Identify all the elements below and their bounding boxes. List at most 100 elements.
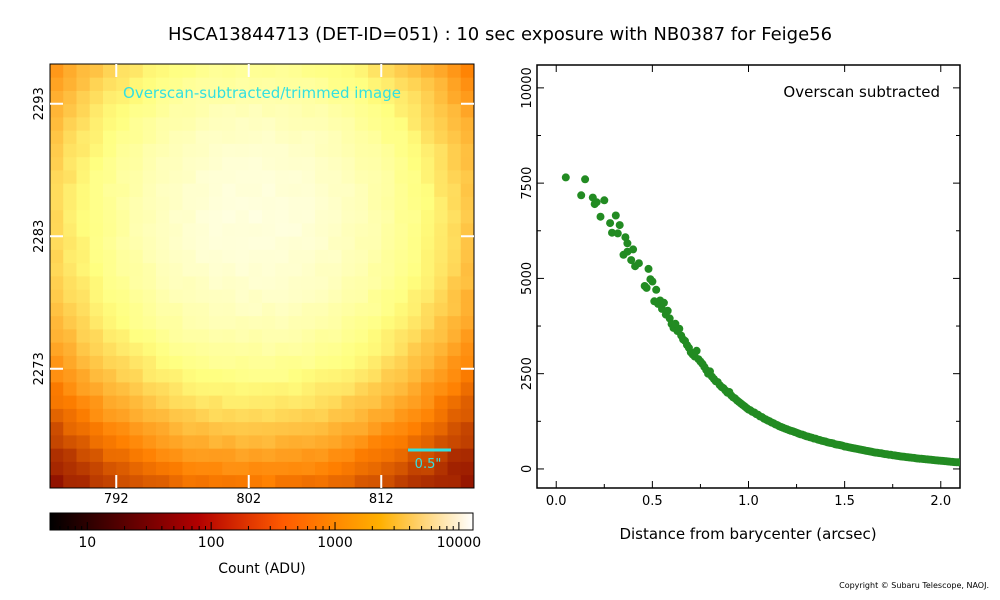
cutout-pixel — [63, 448, 77, 462]
cutout-pixel — [209, 103, 223, 118]
colorbar-tick-label: 10000 — [437, 535, 482, 551]
data-point — [644, 264, 653, 273]
cutout-pixel — [248, 90, 263, 105]
cutout-pixel — [421, 302, 435, 317]
cutout-pixel — [209, 289, 223, 303]
cutout-x-tick-label: 792 — [104, 492, 129, 507]
cutout-pixel — [381, 183, 395, 197]
cutout-pixel — [328, 421, 342, 436]
cutout-pixel — [182, 408, 197, 423]
cutout-pixel — [195, 130, 210, 144]
cutout-pixel — [89, 130, 104, 144]
cutout-pixel — [129, 435, 144, 449]
cutout-pixel — [288, 435, 303, 449]
cutout-pixel — [222, 355, 236, 370]
cutout-pixel — [262, 117, 276, 131]
cutout-pixel — [381, 170, 395, 184]
cutout-pixel — [315, 342, 329, 356]
cutout-pixel — [169, 315, 183, 330]
cutout-pixel — [381, 130, 395, 144]
cutout-pixel — [103, 209, 117, 224]
cutout-pixel — [315, 276, 329, 290]
cutout-pixel — [235, 117, 250, 131]
cutout-pixel — [447, 117, 462, 131]
cutout-pixel — [142, 117, 157, 131]
cutout-pixel — [129, 64, 144, 78]
cutout-pixel — [421, 77, 435, 91]
cutout-pixel — [129, 289, 144, 303]
cutout-pixel — [262, 196, 276, 211]
cutout-pixel — [447, 262, 462, 277]
cutout-pixel — [301, 209, 316, 224]
cutout-pixel — [301, 368, 316, 383]
cutout-pixel — [182, 342, 197, 356]
cutout-pixel — [209, 143, 223, 158]
cutout-pixel — [447, 408, 462, 423]
cutout-pixel — [63, 130, 77, 144]
cutout-pixel — [288, 196, 303, 211]
cutout-pixel — [275, 156, 289, 171]
cutout-pixel — [275, 421, 289, 436]
cutout-pixel — [275, 355, 289, 370]
cutout-pixel — [447, 368, 462, 383]
cutout-pixel — [328, 236, 342, 250]
cutout-pixel — [50, 143, 64, 158]
cutout-pixel — [89, 315, 104, 330]
cutout-pixel — [407, 143, 422, 158]
cutout-pixel — [394, 395, 409, 409]
cutout-pixel — [421, 342, 435, 356]
cutout-pixel — [288, 355, 303, 370]
cutout-pixel — [407, 302, 422, 317]
cutout-pixel — [156, 289, 170, 303]
cutout-pixel — [50, 262, 64, 277]
cutout-pixel — [341, 64, 356, 78]
cutout-pixel — [169, 183, 183, 197]
cutout-pixel — [142, 143, 157, 158]
cutout-pixel — [262, 461, 276, 476]
cutout-pixel — [222, 156, 236, 171]
cutout-pixel — [142, 77, 157, 91]
data-point — [621, 233, 630, 242]
cutout-pixel — [394, 143, 409, 158]
cutout-pixel — [341, 170, 356, 184]
cutout-pixel — [262, 103, 276, 118]
cutout-pixel — [354, 223, 369, 237]
cutout-pixel — [142, 461, 157, 476]
cutout-pixel — [341, 461, 356, 476]
cutout-pixel — [328, 196, 342, 211]
cutout-pixel — [103, 130, 117, 144]
figure-title: HSCA13844713 (DET-ID=051) : 10 sec expos… — [167, 24, 833, 45]
cutout-pixel — [460, 342, 475, 356]
cutout-pixel — [288, 368, 303, 383]
cutout-pixel — [460, 382, 475, 396]
cutout-pixel — [434, 117, 448, 131]
cutout-image-panel: 792 802 812 2273 2283 2293 Overscan-subtracte… — [32, 63, 475, 507]
cutout-pixel — [116, 143, 130, 158]
cutout-pixel — [341, 156, 356, 171]
cutout-pixel — [368, 236, 382, 250]
cutout-pixel — [262, 262, 276, 277]
cutout-pixel — [262, 90, 276, 105]
cutout-pixel — [341, 183, 356, 197]
cutout-pixel — [381, 355, 395, 370]
cutout-pixel — [142, 262, 157, 277]
cutout-pixel — [103, 355, 117, 370]
cutout-pixel — [354, 64, 369, 78]
cutout-pixel — [434, 276, 448, 290]
cutout-pixel — [89, 276, 104, 290]
cutout-pixel — [434, 289, 448, 303]
cutout-pixel — [195, 276, 210, 290]
cutout-pixel — [89, 156, 104, 171]
cutout-pixel — [222, 223, 236, 237]
cutout-y-tick-label: 2283 — [32, 220, 47, 253]
cutout-pixel — [222, 103, 236, 118]
cutout-pixel — [328, 90, 342, 105]
cutout-pixel — [195, 315, 210, 330]
cutout-pixel — [156, 196, 170, 211]
cutout-pixel — [222, 236, 236, 250]
cutout-pixel — [341, 382, 356, 396]
cutout-pixel — [368, 342, 382, 356]
cutout-pixel — [76, 435, 91, 449]
data-point — [611, 211, 620, 220]
cutout-pixel — [142, 276, 157, 290]
